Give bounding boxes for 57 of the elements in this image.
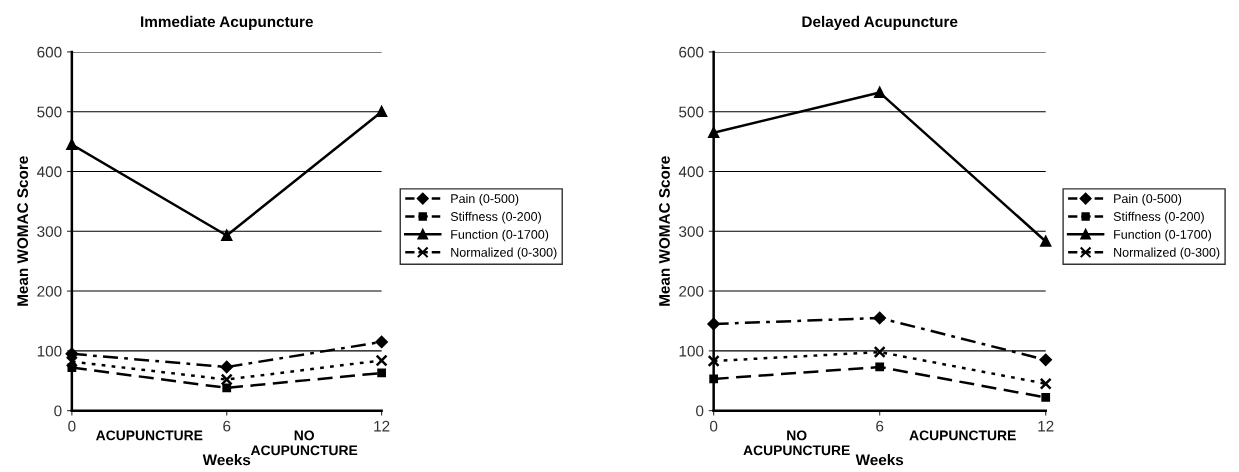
legend-label: Normalized (0-300) — [451, 247, 557, 260]
text: ACUPUNCTURE — [96, 430, 203, 441]
y-tick-label: 500 — [679, 106, 704, 118]
x-tick-label: 12 — [1038, 420, 1054, 432]
text: NO ACUPUNCTURE — [743, 430, 850, 456]
point — [707, 354, 720, 368]
point — [220, 373, 233, 386]
point — [220, 360, 233, 374]
y-tick-label: 100 — [37, 345, 62, 357]
point — [375, 354, 388, 367]
legend-label: Function (0-1700) — [1114, 229, 1211, 242]
y-axis-title: Mean WOMAC Score — [659, 156, 670, 306]
point — [875, 362, 885, 372]
y-tick-label: 200 — [679, 285, 704, 297]
point — [1039, 353, 1052, 366]
point — [1041, 393, 1051, 402]
legend-label: Pain (0-500) — [451, 193, 519, 206]
y-tick-label: 300 — [679, 226, 704, 237]
legend-label: Normalized (0-300) — [1114, 247, 1220, 260]
point — [708, 127, 720, 139]
point — [709, 374, 719, 384]
y-axis-title: Mean WOMAC Score — [17, 156, 29, 306]
text: NO ACUPUNCTURE — [250, 430, 358, 456]
chart-title: Delayed Acupuncture — [802, 15, 958, 31]
point — [222, 383, 232, 393]
point — [873, 311, 886, 325]
y-tick-label: 0 — [696, 405, 704, 417]
x-tick-label: 12 — [374, 420, 390, 432]
legend-label: Stiffness (0-200) — [450, 211, 541, 224]
point — [873, 345, 886, 359]
point — [65, 355, 78, 368]
point — [1039, 377, 1052, 390]
text: ACUPUNCTURE — [909, 430, 1016, 441]
y-tick-label: 300 — [37, 226, 62, 237]
y-tick-label: 400 — [37, 166, 62, 178]
x-tick-label: 6 — [223, 420, 231, 432]
y-tick-label: 600 — [37, 46, 62, 58]
point — [707, 317, 720, 331]
y-tick-label: 100 — [679, 345, 704, 357]
x-tick-label: 6 — [876, 420, 884, 432]
y-tick-label: 0 — [54, 405, 62, 417]
y-tick-label: 500 — [37, 106, 62, 118]
x-axis-title: Weeks — [202, 454, 251, 466]
legend-label: Pain (0-500) — [1114, 193, 1182, 206]
legend-label: Stiffness (0-200) — [1113, 211, 1204, 224]
y-tick-label: 600 — [679, 46, 704, 58]
point — [65, 347, 79, 360]
y-tick-label: 400 — [678, 166, 704, 178]
point — [377, 368, 386, 378]
y-tick-label: 200 — [37, 285, 62, 297]
point — [375, 335, 388, 349]
x-axis-title: Weeks — [855, 454, 904, 466]
x-tick-label: 0 — [710, 420, 718, 432]
point — [66, 139, 78, 151]
legend-label: Function (0-1700) — [451, 229, 549, 242]
x-tick-label: 0 — [68, 420, 76, 432]
chart-title: Immediate Acupuncture — [141, 15, 313, 31]
